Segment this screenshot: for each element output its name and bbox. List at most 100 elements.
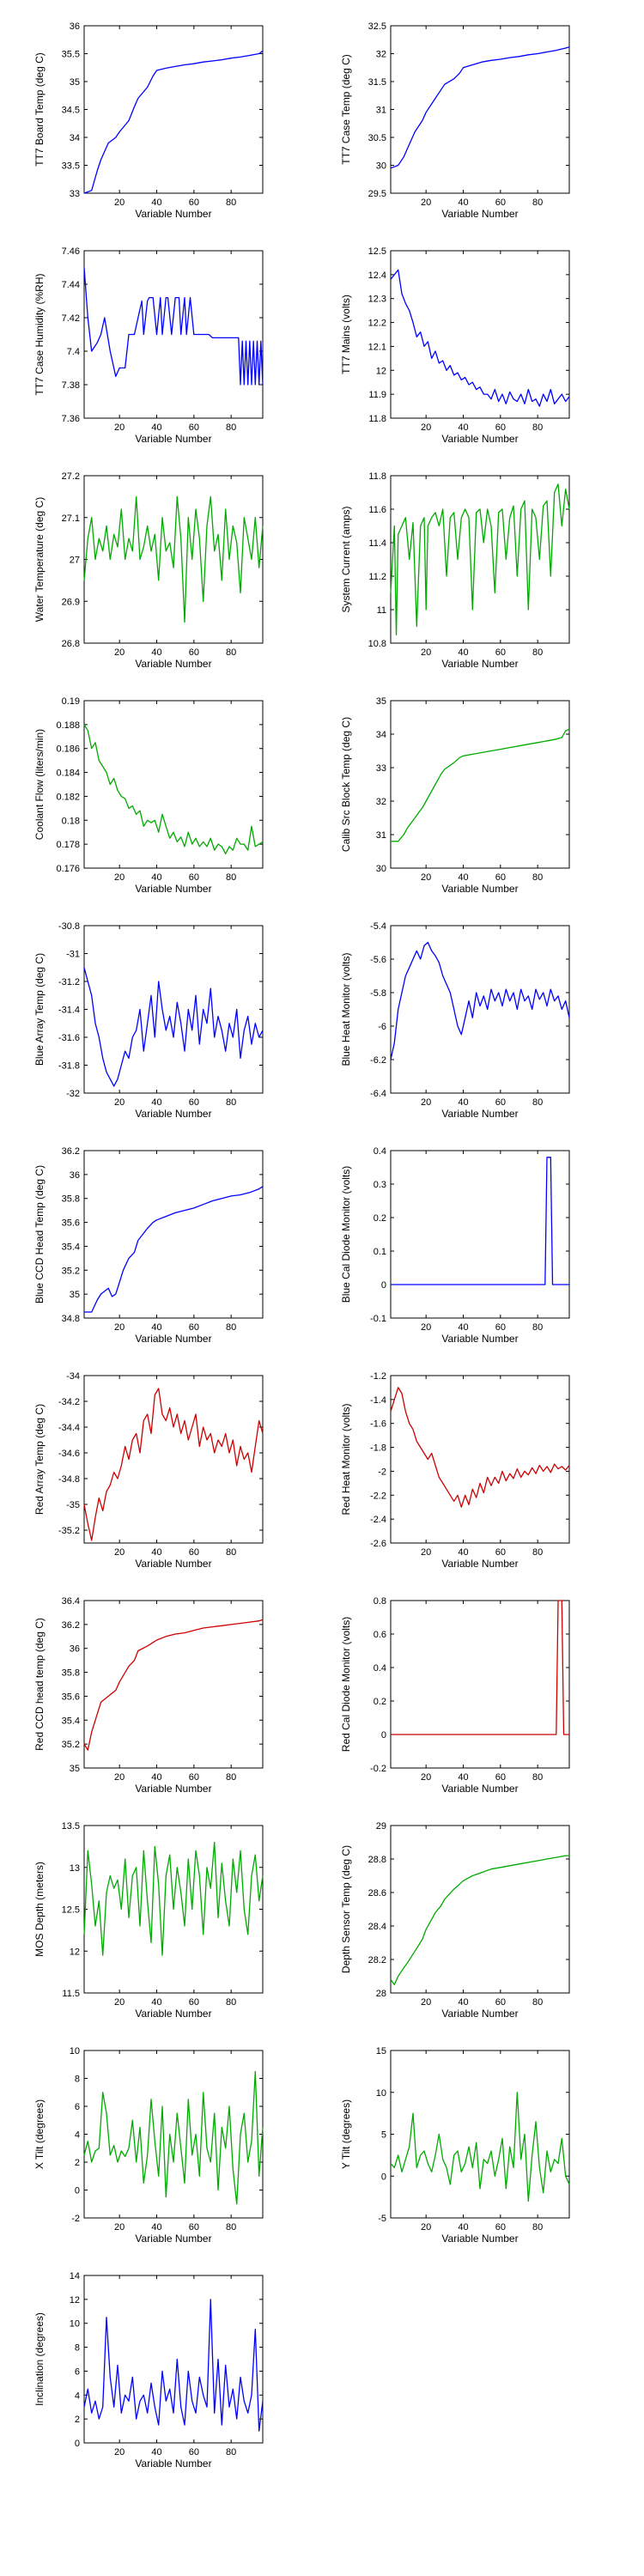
- x-tick-label: 60: [189, 1097, 199, 1108]
- axes-frame: [390, 250, 570, 419]
- y-tick-label: 12: [70, 1947, 80, 1957]
- series-line: [83, 50, 264, 194]
- subplot: 35 35.2 35.4 35.6 35.8 36 36.2 36.4 20 40 60 80 Vari…: [33, 1596, 264, 1795]
- subplot: 33 33.5 34 34.5 35 35.5 36 20 40 60 80 Variable Num…: [33, 21, 264, 220]
- axes-frame: [83, 700, 264, 869]
- x-axis-label: Variable Number: [135, 208, 211, 220]
- y-tick-label: 27: [70, 556, 80, 566]
- y-tick-label: 30: [376, 161, 386, 172]
- subplot: 28 28.2 28.4 28.6 28.8 29 20 40 60 80 Variable Num…: [340, 1821, 570, 2020]
- x-axis-label: Variable Number: [135, 433, 211, 445]
- x-tick-label: 60: [189, 422, 199, 433]
- series-line: [391, 1600, 569, 1735]
- y-tick-label: 13: [70, 1863, 80, 1874]
- x-tick-label: 80: [532, 1322, 543, 1333]
- y-axis-label: Water Temperature (deg C): [33, 497, 46, 622]
- y-tick-label: -35.2: [58, 1526, 80, 1536]
- x-tick-label: 60: [495, 2222, 506, 2233]
- y-tick-label: 35: [70, 1290, 80, 1300]
- x-tick-label: 40: [151, 647, 161, 658]
- y-axis-label: MOS Depth (meters): [33, 1862, 46, 1957]
- y-axis-label: Calib Src Block Temp (deg C): [340, 717, 352, 852]
- y-tick-label: 13.5: [62, 1821, 80, 1832]
- y-axis-label: Blue Array Temp (deg C): [33, 953, 46, 1066]
- y-axis-label: Depth Sensor Temp (deg C): [340, 1845, 352, 1973]
- y-tick-label: -5: [378, 2214, 386, 2224]
- x-tick-label: 80: [226, 1097, 236, 1108]
- y-axis-label: TT7 Case Temp (deg C): [340, 54, 352, 165]
- y-tick-label: 11.5: [62, 1989, 80, 1999]
- y-tick-label: -32: [66, 1089, 80, 1099]
- y-tick-label: 0: [381, 2172, 386, 2182]
- x-tick-label: 80: [226, 1997, 236, 2008]
- x-axis-label: Variable Number: [441, 883, 518, 895]
- y-axis-label: Blue Heat Monitor (volts): [340, 952, 352, 1066]
- y-tick-label: -2: [71, 2214, 80, 2224]
- x-tick-label: 80: [532, 647, 543, 658]
- y-tick-label: -2.6: [370, 1539, 386, 1549]
- y-tick-label: 36: [70, 21, 80, 32]
- y-tick-label: -2: [378, 1467, 386, 1477]
- y-tick-label: 11.9: [368, 390, 386, 400]
- x-tick-label: 80: [532, 872, 543, 883]
- y-tick-label: 7.42: [62, 313, 80, 324]
- x-tick-label: 80: [532, 1097, 543, 1108]
- x-tick-label: 20: [114, 422, 125, 433]
- subplot: -5 0 5 10 15 20 40 60 80 Variable Number Y Tilt (d…: [340, 2046, 570, 2245]
- y-tick-label: 29.5: [368, 189, 386, 199]
- x-axis-label: Variable Number: [135, 1108, 211, 1120]
- y-tick-label: 28.2: [368, 1955, 386, 1965]
- y-tick-label: 10: [70, 2319, 80, 2330]
- y-tick-label: 11.6: [368, 505, 386, 515]
- y-axis-label: Red Array Temp (deg C): [33, 1404, 46, 1515]
- y-tick-label: 36.2: [62, 1620, 80, 1631]
- x-axis-label: Variable Number: [441, 1558, 518, 1570]
- x-tick-label: 80: [226, 197, 236, 208]
- x-tick-label: 80: [532, 1772, 543, 1783]
- x-tick-label: 60: [189, 647, 199, 658]
- y-tick-label: 35: [70, 77, 80, 88]
- y-tick-label: 35.8: [62, 1194, 80, 1205]
- x-tick-label: 60: [189, 1547, 199, 1558]
- x-tick-label: 60: [495, 422, 506, 433]
- series-line: [83, 724, 264, 854]
- x-tick-label: 20: [114, 2222, 125, 2233]
- axes-frame: [390, 1375, 570, 1544]
- x-tick-label: 60: [495, 1097, 506, 1108]
- y-tick-label: 14: [70, 2271, 80, 2281]
- y-axis-label: Blue Cal Diode Monitor (volts): [340, 1166, 352, 1303]
- series-line: [83, 1841, 264, 1956]
- x-tick-label: 20: [114, 647, 125, 658]
- y-axis-label: TT7 Board Temp (deg C): [33, 52, 46, 167]
- x-tick-label: 20: [114, 2447, 125, 2458]
- y-tick-label: 0.4: [374, 1663, 386, 1674]
- y-tick-label: 30.5: [368, 133, 386, 143]
- x-tick-label: 40: [151, 1772, 161, 1783]
- y-tick-label: -2.2: [370, 1491, 386, 1501]
- x-tick-label: 20: [114, 1322, 125, 1333]
- y-tick-label: 12.1: [368, 342, 386, 352]
- x-axis-label: Variable Number: [441, 1333, 518, 1345]
- y-tick-label: 28.4: [368, 1922, 386, 1932]
- axes-frame: [390, 1825, 570, 1994]
- y-tick-label: 12.3: [368, 295, 386, 305]
- y-tick-label: 12: [70, 2295, 80, 2306]
- y-tick-label: 11.2: [368, 572, 386, 582]
- subplot: -0.2 0 0.2 0.4 0.6 0.8 20 40 60 80 Variable Number…: [340, 1596, 570, 1795]
- y-axis-label: Red Cal Diode Monitor (volts): [340, 1617, 352, 1752]
- axes-frame: [390, 925, 570, 1094]
- x-tick-label: 40: [458, 1322, 468, 1333]
- axes-frame: [83, 1150, 264, 1319]
- y-axis-label: System Current (amps): [340, 506, 352, 612]
- subplot: -0.1 0 0.1 0.2 0.3 0.4 20 40 60 80 Variable Number…: [340, 1146, 570, 1345]
- axes-frame: [83, 2275, 264, 2444]
- x-axis-label: Variable Number: [135, 658, 211, 670]
- x-tick-label: 80: [532, 2222, 543, 2233]
- y-tick-label: 0.182: [56, 792, 80, 802]
- x-tick-label: 80: [532, 422, 543, 433]
- y-tick-label: 8: [75, 2075, 80, 2085]
- y-tick-label: 36: [70, 1644, 80, 1655]
- x-tick-label: 20: [114, 1547, 125, 1558]
- x-tick-label: 20: [421, 2222, 431, 2233]
